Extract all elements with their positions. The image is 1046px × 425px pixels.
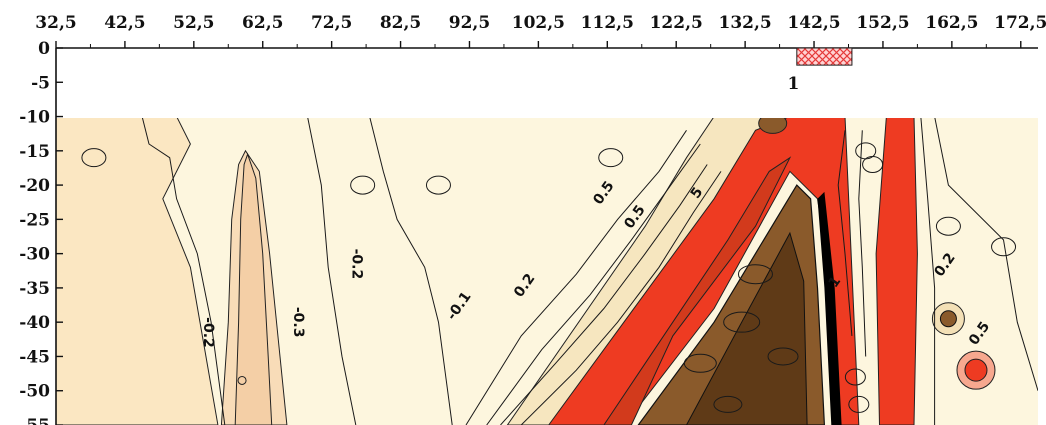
x-tick-label: 72,5	[311, 13, 352, 33]
isoline-10	[837, 130, 853, 336]
isoline-11	[858, 130, 867, 357]
zone-high-ridge	[548, 118, 860, 425]
x-tick-label: 42,5	[104, 13, 145, 33]
x-tick-label: 122,5	[650, 13, 703, 33]
zone-higher-ridge	[603, 156, 792, 425]
x-tick-label: 102,5	[512, 13, 565, 33]
contour-label: -0.2	[348, 249, 364, 280]
y-tick-label: -45	[19, 347, 50, 367]
y-tick-label: -20	[19, 176, 50, 196]
x-tick-label: 132,5	[719, 13, 772, 33]
axes	[55, 47, 1038, 425]
y-axis: 0 -5 -10 -15 -20 -25 -30 -35 -40 -45 -50 -55	[19, 39, 63, 425]
isoline-5	[486, 143, 701, 425]
isoline-island-6	[991, 237, 1017, 257]
isoline-4	[465, 130, 687, 425]
marker-label: 1	[787, 74, 799, 94]
isoline-red-ring-4	[855, 142, 877, 160]
marker-1-rect	[796, 47, 853, 66]
x-axis: 32,5 42,5 52,5 62,5 72,5 82,5 92,5 102,5 112,5 12…	[35, 13, 1046, 48]
zone-high-column	[875, 118, 918, 425]
isoline-red-ring-1	[844, 368, 866, 386]
isoline-island-4	[598, 148, 624, 168]
x-tick-label: 92,5	[449, 13, 490, 33]
y-tick-label: -40	[19, 313, 50, 333]
isoline-1	[141, 118, 226, 425]
zone-deep-bump	[758, 118, 788, 134]
x-tick-label: 152,5	[856, 13, 909, 33]
isoline-2	[307, 118, 357, 425]
y-tick-label: -15	[19, 142, 50, 162]
isoline-6	[500, 164, 708, 425]
y-tick-label: -10	[19, 108, 50, 128]
isoline-8	[920, 118, 936, 425]
zone-black-band	[817, 191, 842, 425]
isoline-red-ring-2	[848, 395, 870, 413]
isoline-9	[934, 118, 1038, 391]
isoline-3	[369, 118, 453, 425]
zone-minus-0-3	[234, 152, 273, 425]
contour-label: -0.2	[200, 317, 216, 348]
isoline-ring-4	[767, 347, 799, 366]
y-tick-label: -5	[31, 73, 50, 93]
x-tick-label: 112,5	[581, 13, 634, 33]
isoline-island-3	[425, 175, 451, 195]
y-tick-label: -30	[19, 245, 50, 265]
zone-right-high-core	[964, 358, 988, 382]
x-tick-label: 32,5	[35, 13, 76, 33]
contour-field	[56, 118, 1038, 425]
isoline-island-1	[81, 148, 107, 168]
y-tick-label: -25	[19, 210, 50, 230]
x-tick-label: 162,5	[925, 13, 978, 33]
isoline-island-5	[935, 216, 961, 236]
y-tick-label: -55	[19, 416, 50, 425]
x-tick-label: 82,5	[380, 13, 421, 33]
x-tick-label: 62,5	[242, 13, 283, 33]
x-tick-label: 142,5	[787, 13, 840, 33]
zone-deepest	[685, 231, 808, 425]
isoline-island-2	[350, 175, 376, 195]
isoline-7	[520, 171, 722, 425]
y-tick-label: 0	[38, 39, 50, 59]
isoline-ring-1	[723, 311, 761, 333]
x-tick-label: 172,5	[994, 13, 1046, 33]
isoline-small-ring	[237, 375, 247, 385]
contour-label: -0.3	[290, 307, 306, 338]
isoline-ring-5	[713, 395, 743, 413]
zone-right-core	[939, 310, 957, 328]
isoline-ring-2	[737, 264, 773, 285]
zone-low-left	[56, 118, 219, 425]
y-tick-label: -35	[19, 279, 50, 299]
x-tick-label: 52,5	[173, 13, 214, 33]
isoline-ring-3	[683, 353, 717, 373]
y-tick-label: -50	[19, 382, 50, 402]
